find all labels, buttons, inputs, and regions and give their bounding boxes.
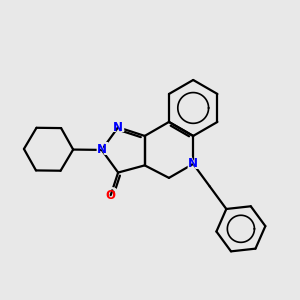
Text: N: N: [97, 143, 107, 156]
Text: N: N: [188, 158, 198, 170]
Text: N: N: [111, 118, 126, 136]
Text: O: O: [106, 189, 116, 202]
Text: N: N: [186, 155, 201, 173]
Text: N: N: [113, 121, 123, 134]
Text: N: N: [94, 141, 109, 159]
Text: O: O: [103, 186, 118, 204]
